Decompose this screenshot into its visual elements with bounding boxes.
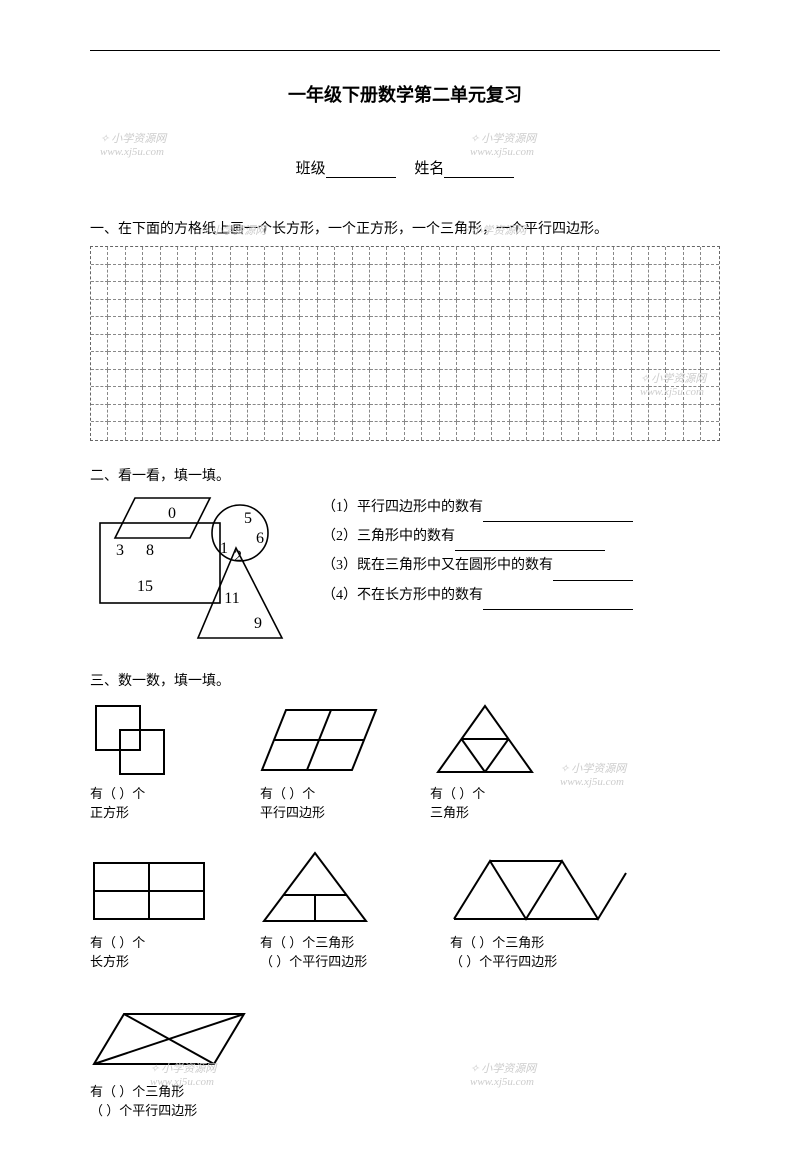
q2-diagram: 0 5 3 8 1 2 6 15 11 9	[90, 493, 300, 648]
page-title: 一年级下册数学第二单元复习	[90, 81, 720, 107]
shape-parallelogram-x-icon	[90, 998, 250, 1076]
answer-blank[interactable]	[483, 596, 633, 610]
q2-item: （3）既在三角形中又在圆形中的数有	[322, 558, 553, 573]
q3-item: 有（ ）个三角形（ ）个平行四边形	[90, 998, 260, 1121]
q3-item: 有（ ）个三角形（ ）个平行四边形	[260, 849, 410, 972]
q3-item: 有（ ）个长方形	[90, 849, 220, 972]
class-label: 班级	[296, 161, 326, 177]
watermark: 小学资源网www.xj5u.com	[470, 130, 536, 158]
venn-num: 9	[254, 615, 262, 632]
venn-num: 8	[146, 542, 154, 559]
q2-content: 0 5 3 8 1 2 6 15 11 9 （1）平行四边形中的数有 （2）三角…	[90, 493, 720, 648]
venn-num: 15	[137, 578, 153, 595]
q2-item: （1）平行四边形中的数有	[322, 500, 483, 515]
watermark: 小学资源网www.xj5u.com	[100, 130, 166, 158]
q2-item: （4）不在长方形中的数有	[322, 588, 483, 603]
student-fields: 班级 姓名	[90, 157, 720, 178]
worksheet-page: 小学资源网www.xj5u.com 小学资源网www.xj5u.com 小学资源…	[0, 0, 800, 1161]
venn-num: 3	[116, 542, 124, 559]
shape-parallelogram-icon	[260, 700, 380, 778]
venn-num: 6	[256, 530, 264, 547]
name-label: 姓名	[414, 161, 444, 177]
shape-triangle-icon	[430, 700, 540, 778]
grid-paper[interactable]	[90, 246, 720, 441]
venn-num: 0	[168, 505, 176, 522]
name-blank[interactable]	[444, 163, 514, 178]
answer-blank[interactable]	[553, 567, 633, 581]
top-rule	[90, 50, 720, 51]
shape-squares-icon	[90, 700, 180, 778]
answer-blank[interactable]	[483, 508, 633, 522]
q2-item: （2）三角形中的数有	[322, 529, 455, 544]
shape-rectangle-icon	[90, 849, 210, 927]
shape-triangle2-icon	[260, 849, 370, 927]
venn-num: 5	[244, 510, 252, 527]
venn-num: 1	[220, 540, 228, 557]
q2-heading: 二、看一看，填一填。	[90, 465, 720, 485]
q3-heading: 三、数一数，填一填。	[90, 670, 720, 690]
q3-item: 有（ ）个平行四边形	[260, 700, 390, 823]
shape-strip-icon	[450, 849, 630, 927]
venn-num: 2	[234, 548, 242, 565]
venn-num: 11	[224, 590, 239, 607]
q2-questions: （1）平行四边形中的数有 （2）三角形中的数有 （3）既在三角形中又在圆形中的数…	[322, 493, 633, 611]
q1-heading: 一、在下面的方格纸上画一个长方形，一个正方形，一个三角形，一个平行四边形。	[90, 218, 720, 238]
class-blank[interactable]	[326, 163, 396, 178]
q3-item: 有（ ）个正方形	[90, 700, 220, 823]
q3-item: 有（ ）个三角形（ ）个平行四边形	[450, 849, 640, 972]
answer-blank[interactable]	[455, 537, 605, 551]
q3-item: 有（ ）个三角形	[430, 700, 560, 823]
q3-grid: 有（ ）个正方形 有（ ）个平行四边形	[90, 700, 720, 1121]
